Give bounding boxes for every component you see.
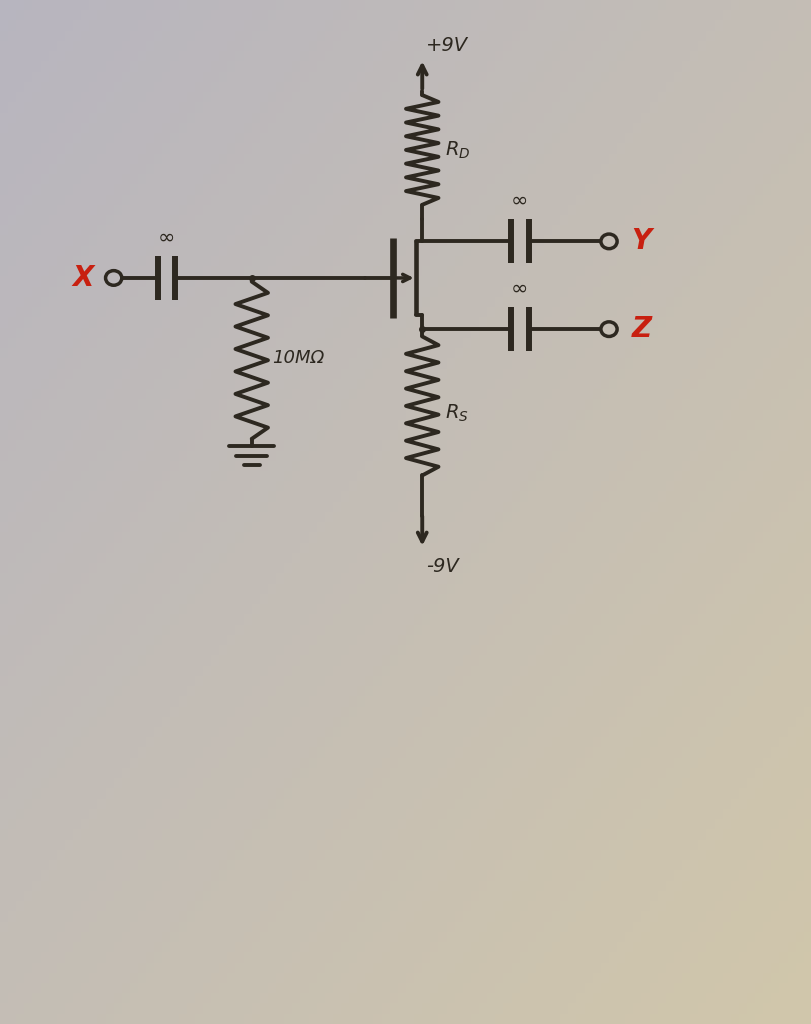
Text: X: X: [72, 264, 93, 292]
Text: Y: Y: [631, 227, 651, 255]
Text: 10MΩ: 10MΩ: [272, 349, 324, 368]
Text: ∞: ∞: [510, 279, 528, 298]
Text: R$_D$: R$_D$: [444, 139, 470, 161]
Text: -9V: -9V: [426, 557, 458, 577]
Text: R$_S$: R$_S$: [444, 402, 469, 424]
Text: ∞: ∞: [510, 190, 528, 211]
Text: Z: Z: [631, 315, 651, 343]
Text: ∞: ∞: [157, 227, 175, 247]
Text: +9V: +9V: [426, 36, 468, 55]
